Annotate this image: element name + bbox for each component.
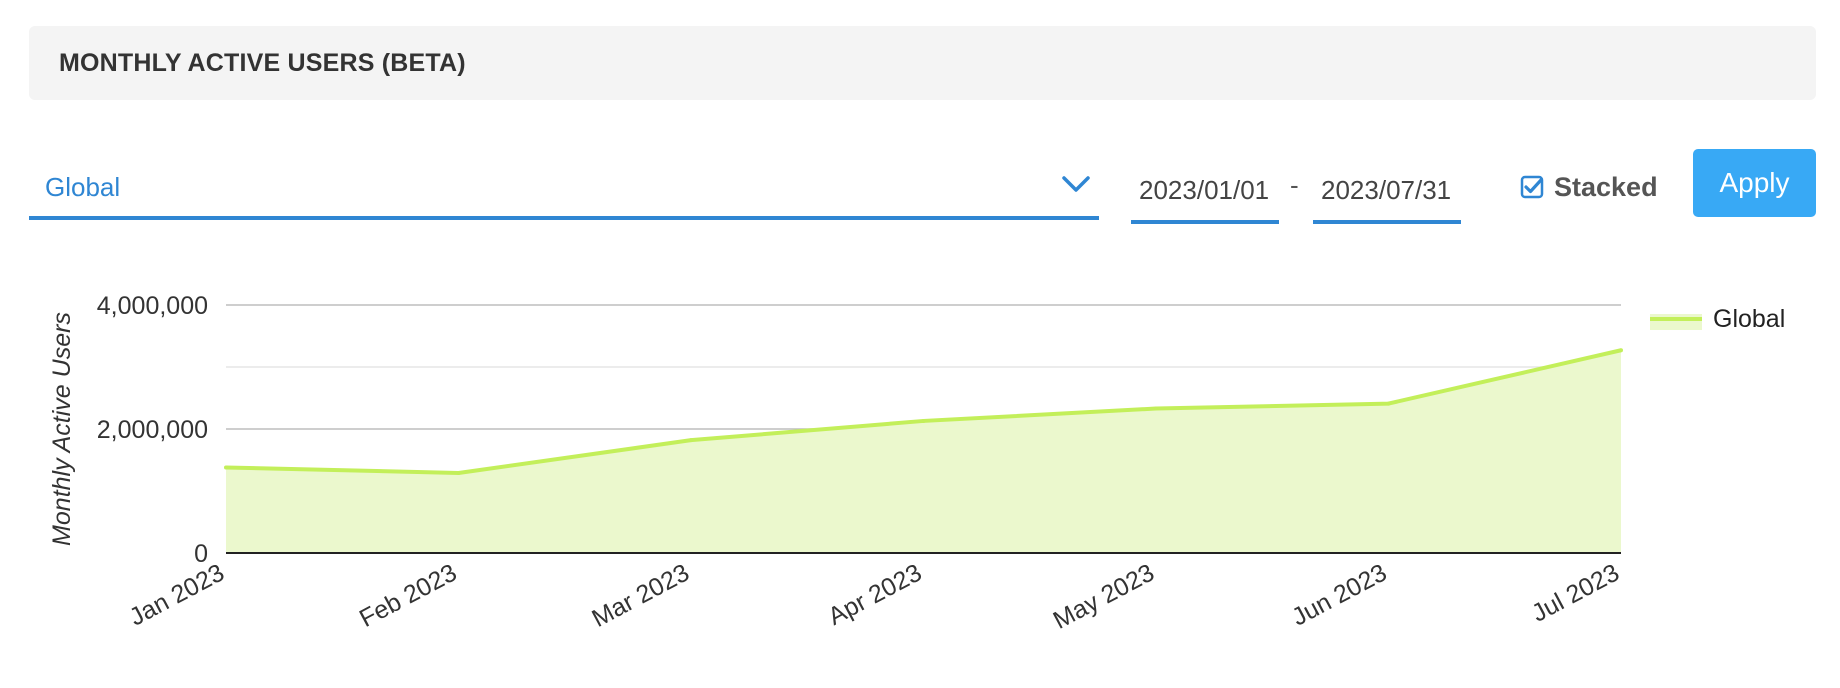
checkbox-checked-icon[interactable] xyxy=(1520,175,1544,199)
data-point xyxy=(1619,348,1623,353)
end-date-field[interactable] xyxy=(1313,160,1461,224)
stacked-label: Stacked xyxy=(1554,171,1658,202)
date-range-separator: - xyxy=(1290,170,1299,200)
y-tick-label: 0 xyxy=(194,540,208,568)
chevron-down-icon xyxy=(1062,176,1090,192)
legend-label: Global xyxy=(1713,305,1785,333)
region-dropdown[interactable]: Global xyxy=(29,160,1099,220)
x-tick-label: Feb 2023 xyxy=(355,559,461,633)
y-axis-title: Monthly Active Users xyxy=(48,312,76,546)
x-tick-label: Apr 2023 xyxy=(824,559,927,631)
x-tick-label: Jan 2023 xyxy=(125,559,229,632)
mau-area-chart: 0 2,000,000 4,000,000 Jan 2023 Feb 2023 Mar 2… xyxy=(48,292,1785,635)
apply-button[interactable]: Apply xyxy=(1693,149,1816,217)
region-selected-value: Global xyxy=(45,172,121,202)
start-date-field[interactable] xyxy=(1131,160,1279,224)
x-tick-label: Jun 2023 xyxy=(1287,559,1391,632)
x-tick-label: Jul 2023 xyxy=(1527,559,1624,628)
data-point xyxy=(456,471,461,476)
series-area-global xyxy=(226,350,1621,553)
data-point xyxy=(1386,401,1391,406)
y-tick-label: 4,000,000 xyxy=(97,292,208,320)
x-tick-label: Mar 2023 xyxy=(587,559,693,633)
panel-header: MONTHLY ACTIVE USERS (BETA) xyxy=(29,26,1816,100)
legend: Global xyxy=(1650,305,1785,333)
data-point xyxy=(921,418,926,423)
start-date-input[interactable] xyxy=(1131,160,1279,220)
data-point xyxy=(689,438,693,443)
data-point xyxy=(224,465,228,470)
data-point xyxy=(1154,406,1158,411)
page-title: MONTHLY ACTIVE USERS (BETA) xyxy=(59,49,466,77)
stacked-toggle[interactable]: Stacked xyxy=(1520,170,1658,204)
end-date-input[interactable] xyxy=(1313,160,1461,220)
x-tick-label: May 2023 xyxy=(1049,559,1159,635)
y-tick-label: 2,000,000 xyxy=(97,416,208,444)
legend-swatch-fill xyxy=(1650,314,1702,330)
